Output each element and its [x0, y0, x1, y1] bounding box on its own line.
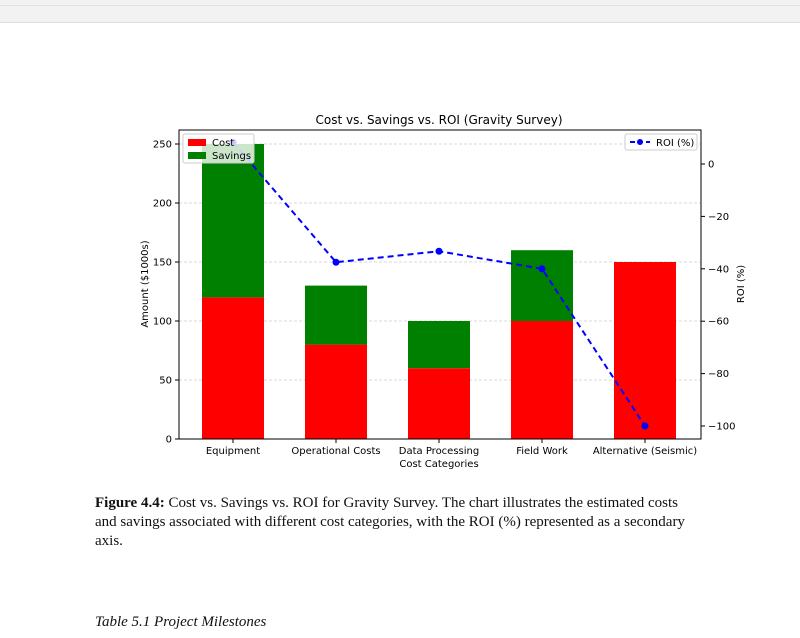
- y2-tick-label-3: −60: [708, 317, 729, 328]
- y-tick-label-1: 50: [159, 376, 172, 387]
- plot-frame: [178, 129, 702, 440]
- roi-point-4: [641, 422, 649, 430]
- bar-cost-0: [202, 297, 264, 439]
- viewer-toolbar: [0, 0, 800, 23]
- legend-right-box: [624, 133, 698, 151]
- y2-tick-label-2: −40: [708, 264, 729, 275]
- x-axis: Equipment Operational Costs Data Processin…: [206, 439, 697, 457]
- x-tick-label-3: Field Work: [516, 446, 568, 457]
- caption-text: Cost vs. Savings vs. ROI for Gravity Sur…: [95, 495, 685, 549]
- roi-point-3: [538, 265, 546, 273]
- bar-cost-4: [614, 262, 676, 439]
- y-tick-label-0: 0: [166, 435, 172, 446]
- caption-label: Figure 4.4:: [95, 495, 165, 511]
- legend-roi-label: ROI (%): [656, 138, 694, 149]
- x-tick-label-4: Alternative (Seismic): [593, 446, 697, 457]
- y2-tick-label-1: −20: [708, 212, 729, 223]
- y2-tick-label-4: −80: [708, 369, 729, 380]
- y-tick-label-4: 200: [153, 199, 172, 210]
- cost-savings-roi-chart: Cost vs. Savings vs. ROI (Gravity Survey…: [140, 113, 747, 470]
- roi-point-2: [435, 247, 443, 255]
- toolbar-divider: [0, 5, 800, 6]
- x-tick-label-1: Operational Costs: [291, 446, 380, 457]
- bar-savings-0: [202, 144, 264, 298]
- legend-cost-label: Cost: [212, 138, 234, 149]
- legend-left: Cost Savings: [182, 133, 255, 164]
- y2-axis-label: ROI (%): [736, 265, 747, 303]
- legend-savings-label: Savings: [212, 151, 251, 162]
- bar-savings-1: [305, 285, 367, 345]
- bar-cost-3: [511, 321, 573, 439]
- roi-point-1: [332, 258, 340, 266]
- y-axis-label: Amount ($1000s): [140, 240, 151, 327]
- x-axis-label: Cost Categories: [399, 459, 478, 470]
- table-title: Table 5.1 Project Milestones: [95, 614, 267, 630]
- bar-cost-1: [305, 344, 367, 439]
- legend-cost-swatch: [188, 139, 206, 146]
- y-tick-label-3: 150: [153, 258, 172, 269]
- bars: [202, 144, 676, 439]
- y2-tick-label-5: −100: [708, 422, 735, 433]
- left-y-axis: 0 50 100 150 200 250: [153, 140, 179, 446]
- right-y-axis: 0 −20 −40 −60 −80 −100: [701, 160, 735, 433]
- y-tick-label-2: 100: [153, 317, 172, 328]
- bar-savings-3: [511, 250, 573, 321]
- chart-title: Cost vs. Savings vs. ROI (Gravity Survey…: [315, 113, 562, 127]
- legend-roi-marker: [637, 139, 643, 145]
- legend-right: ROI (%): [624, 133, 698, 151]
- x-tick-label-2: Data Processing: [399, 446, 479, 457]
- y2-tick-label-0: 0: [708, 160, 714, 171]
- bar-savings-2: [408, 321, 470, 369]
- bar-cost-2: [408, 368, 470, 439]
- figure-caption: Figure 4.4: Cost vs. Savings vs. ROI for…: [95, 494, 695, 551]
- legend-savings-swatch: [188, 152, 206, 159]
- x-tick-label-0: Equipment: [206, 446, 260, 457]
- y-tick-label-5: 250: [153, 140, 172, 151]
